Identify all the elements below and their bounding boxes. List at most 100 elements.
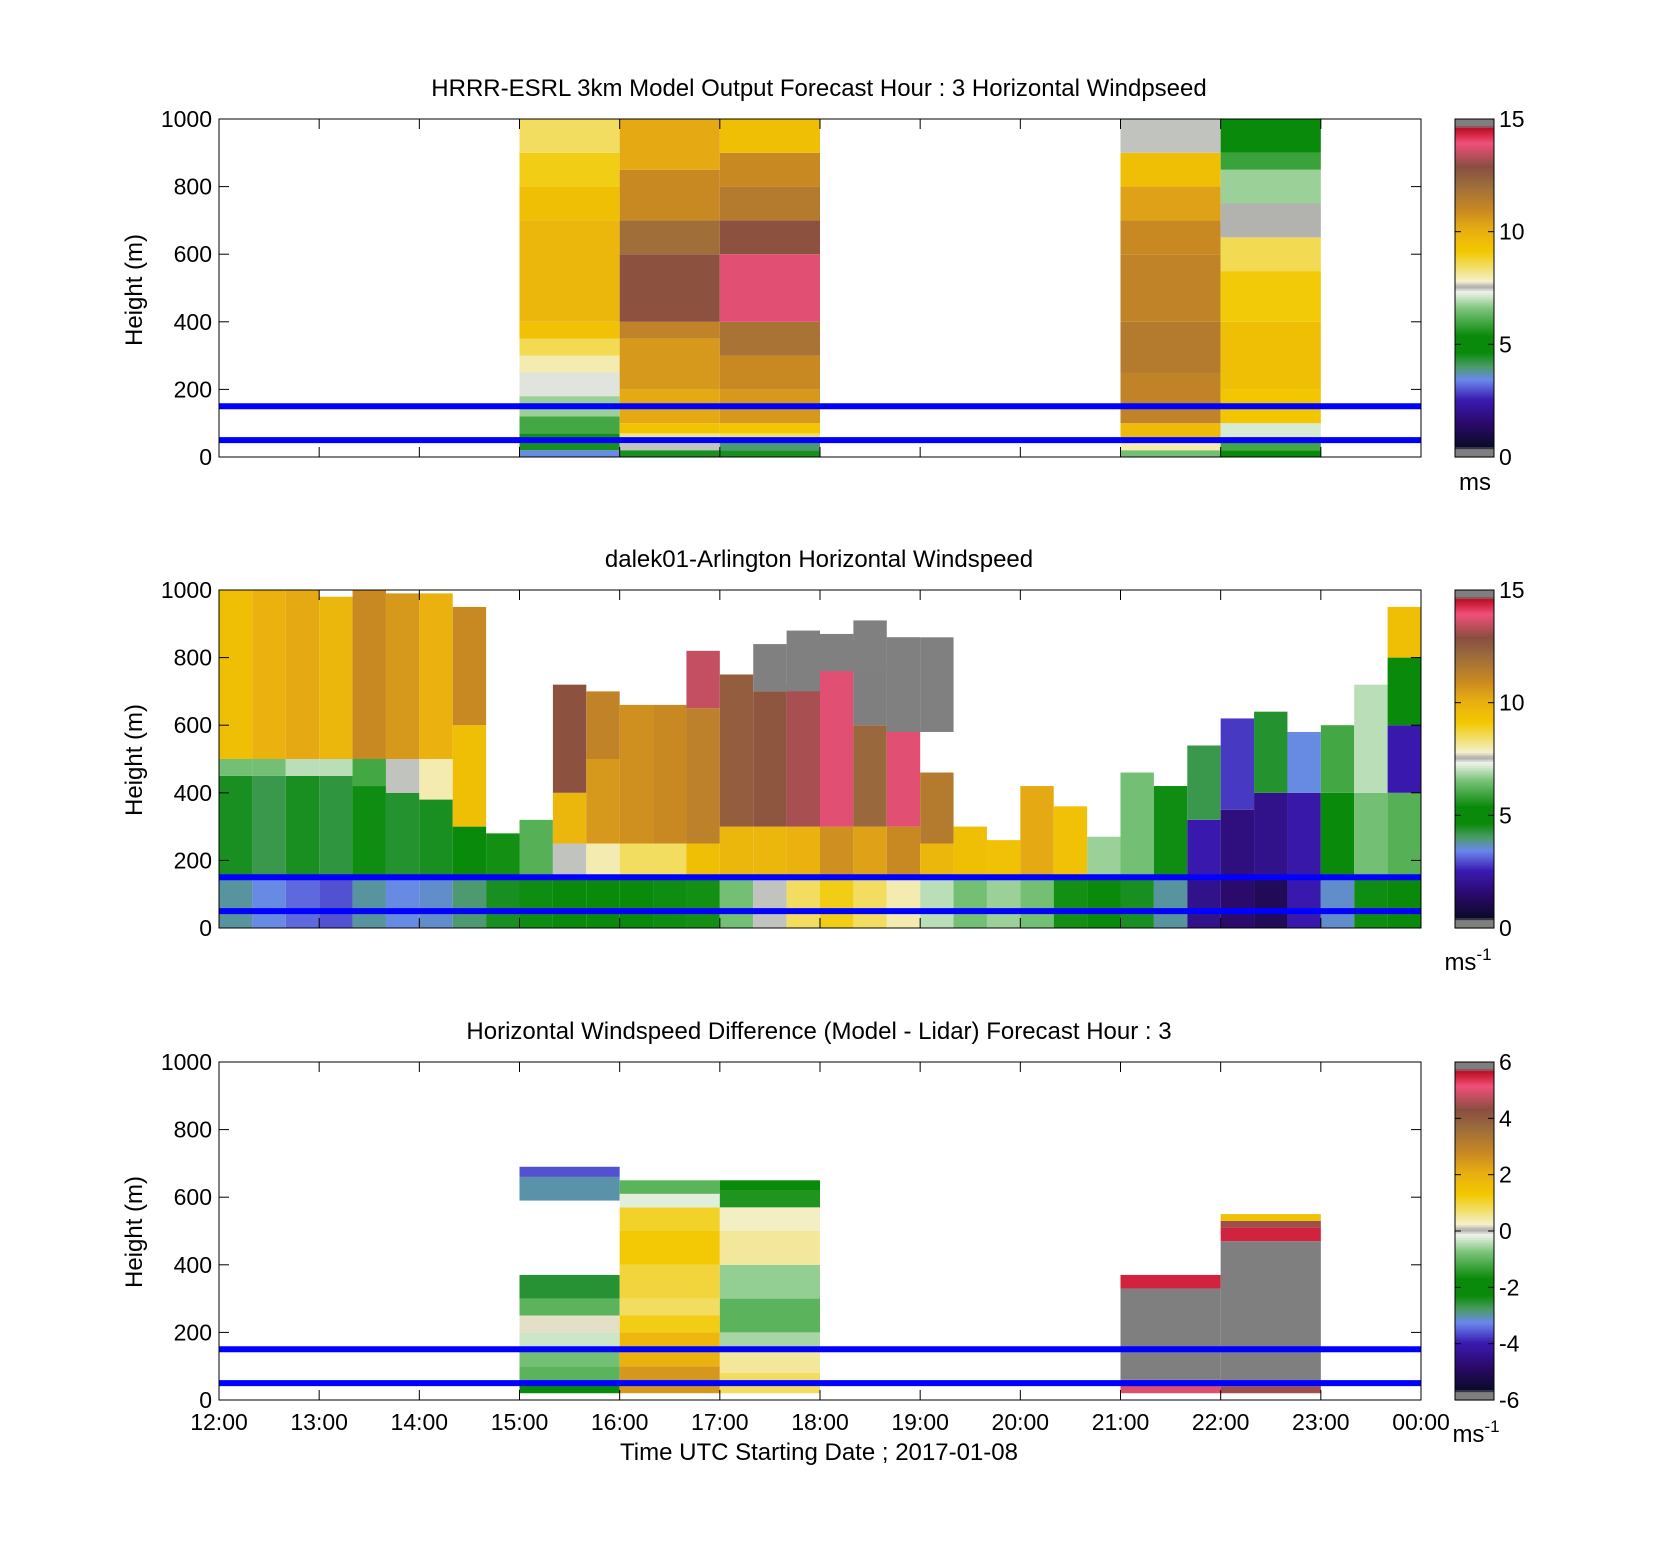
colorbar-swatch xyxy=(1455,1119,1494,1122)
colorbar-swatch xyxy=(1455,207,1494,211)
colorbar-swatch xyxy=(1455,849,1494,853)
colorbar-swatch xyxy=(1455,1334,1494,1338)
colorbar-swatch xyxy=(1455,1224,1494,1228)
heatmap-cell xyxy=(619,443,720,451)
colorbar-swatch xyxy=(1455,302,1494,306)
colorbar-swatch xyxy=(1455,161,1494,164)
colorbar-swatch xyxy=(1455,870,1494,874)
heatmap-cell xyxy=(1120,186,1221,221)
colorbar-swatch xyxy=(1455,256,1494,260)
colorbar-swatch xyxy=(1455,826,1494,830)
panel-title: Horizontal Windspeed Difference (Model -… xyxy=(466,1018,1171,1045)
colorbar-swatch xyxy=(1455,211,1494,215)
colorbar-swatch xyxy=(1455,720,1494,724)
colorbar-swatch xyxy=(1455,699,1494,703)
colorbar-tick-label: 2 xyxy=(1499,1162,1512,1188)
heatmap-cell xyxy=(1120,119,1221,153)
heatmap-cell xyxy=(1120,152,1221,187)
y-tick-label: 0 xyxy=(199,444,212,470)
heatmap-cell xyxy=(886,877,921,928)
colorbar-swatch xyxy=(1455,1258,1494,1262)
heatmap-cell xyxy=(719,1180,820,1191)
heatmap-cell xyxy=(1120,877,1154,928)
colorbar-swatch xyxy=(1455,1138,1494,1141)
colorbar-swatch xyxy=(1455,313,1494,317)
colorbar-swatch xyxy=(1455,630,1494,633)
colorbar-swatch xyxy=(1455,192,1494,196)
colorbar-swatch xyxy=(1455,1190,1494,1194)
colorbar-swatch xyxy=(1455,790,1494,794)
y-tick-label: 600 xyxy=(174,241,212,267)
colorbar-swatch xyxy=(1455,1218,1494,1222)
colorbar-swatch xyxy=(1455,839,1494,842)
heatmap-cell xyxy=(1354,877,1388,928)
heatmap-cell xyxy=(1220,321,1321,390)
colorbar-swatch xyxy=(1455,1072,1494,1076)
colorbar-swatch xyxy=(1455,252,1494,255)
colorbar-swatch xyxy=(1455,881,1494,885)
heatmap-cell xyxy=(419,593,453,759)
colorbar-swatch xyxy=(1455,298,1494,302)
colorbar-swatch xyxy=(1455,152,1494,156)
x-tick-label: 13:00 xyxy=(290,1409,348,1435)
heatmap-cell xyxy=(519,1298,620,1316)
heatmap-cell xyxy=(1120,423,1221,441)
colorbar-swatch xyxy=(1455,332,1494,336)
colorbar-swatch xyxy=(1455,311,1494,314)
colorbar-swatch xyxy=(1455,868,1494,872)
colorbar-swatch xyxy=(1455,123,1494,126)
panel-title: dalek01-Arlington Horizontal Windspeed xyxy=(605,546,1033,573)
colorbar-swatch xyxy=(1455,1330,1494,1333)
colorbar-swatch xyxy=(1455,1231,1494,1234)
heatmap-cell xyxy=(1220,237,1321,272)
heatmap-cell xyxy=(486,833,520,878)
colorbar-swatch xyxy=(1455,1393,1494,1397)
colorbar-swatch xyxy=(1455,133,1494,137)
heatmap-cell xyxy=(1220,169,1321,204)
heatmap-cell xyxy=(352,786,386,878)
colorbar-swatch xyxy=(1455,900,1494,904)
heatmap-cell xyxy=(519,1274,620,1299)
colorbar-swatch xyxy=(1455,397,1494,401)
heatmap-cell xyxy=(252,590,286,759)
x-tick-labels: 12:00 13:00 14:00 15:00 16:00 17:00 18:00 19:00… xyxy=(190,1409,1450,1435)
colorbar-swatch xyxy=(1455,247,1494,251)
colorbar-swatch xyxy=(1455,858,1494,861)
colorbar-swatch xyxy=(1455,374,1494,378)
heatmap-cell xyxy=(719,220,820,255)
colorbar-swatch xyxy=(1455,351,1494,355)
colorbar-swatch xyxy=(1455,1300,1494,1304)
colorbar-swatch xyxy=(1455,224,1494,228)
colorbar-swatch xyxy=(1455,1345,1494,1348)
colorbar-swatch xyxy=(1455,1296,1494,1300)
heatmap-cell xyxy=(719,119,820,153)
colorbar-swatch xyxy=(1455,1150,1494,1154)
colorbar-swatch xyxy=(1455,1294,1494,1298)
colorbar-swatch xyxy=(1455,163,1494,167)
y-tick-label: 200 xyxy=(174,847,212,873)
colorbar-swatch xyxy=(1455,797,1494,800)
y-tick-label: 1000 xyxy=(161,577,212,603)
y-tick-label: 600 xyxy=(174,1184,212,1210)
colorbar-swatch xyxy=(1455,862,1494,866)
heatmap-cell xyxy=(753,826,787,878)
heatmap-cell xyxy=(352,759,386,787)
colorbar-swatch xyxy=(1455,1361,1494,1365)
colorbar-swatch xyxy=(1455,254,1494,257)
colorbar-swatch xyxy=(1455,735,1494,739)
colorbar-swatch xyxy=(1455,1199,1494,1203)
colorbar-swatch xyxy=(1455,342,1494,346)
colorbar-swatch xyxy=(1455,799,1494,802)
colorbar-swatch xyxy=(1455,1290,1494,1293)
colorbar-swatch xyxy=(1455,1366,1494,1369)
colorbar-swatch xyxy=(1455,902,1494,906)
colorbar-swatch xyxy=(1455,828,1494,832)
colorbar-swatch xyxy=(1455,1070,1494,1074)
colorbar-swatch xyxy=(1455,330,1494,333)
y-tick-label: 200 xyxy=(174,1319,212,1345)
colorbar-swatch xyxy=(1455,873,1494,876)
heatmap-cell xyxy=(552,792,587,844)
colorbar-swatch xyxy=(1455,448,1494,452)
heatmap-cell xyxy=(1220,1241,1321,1387)
